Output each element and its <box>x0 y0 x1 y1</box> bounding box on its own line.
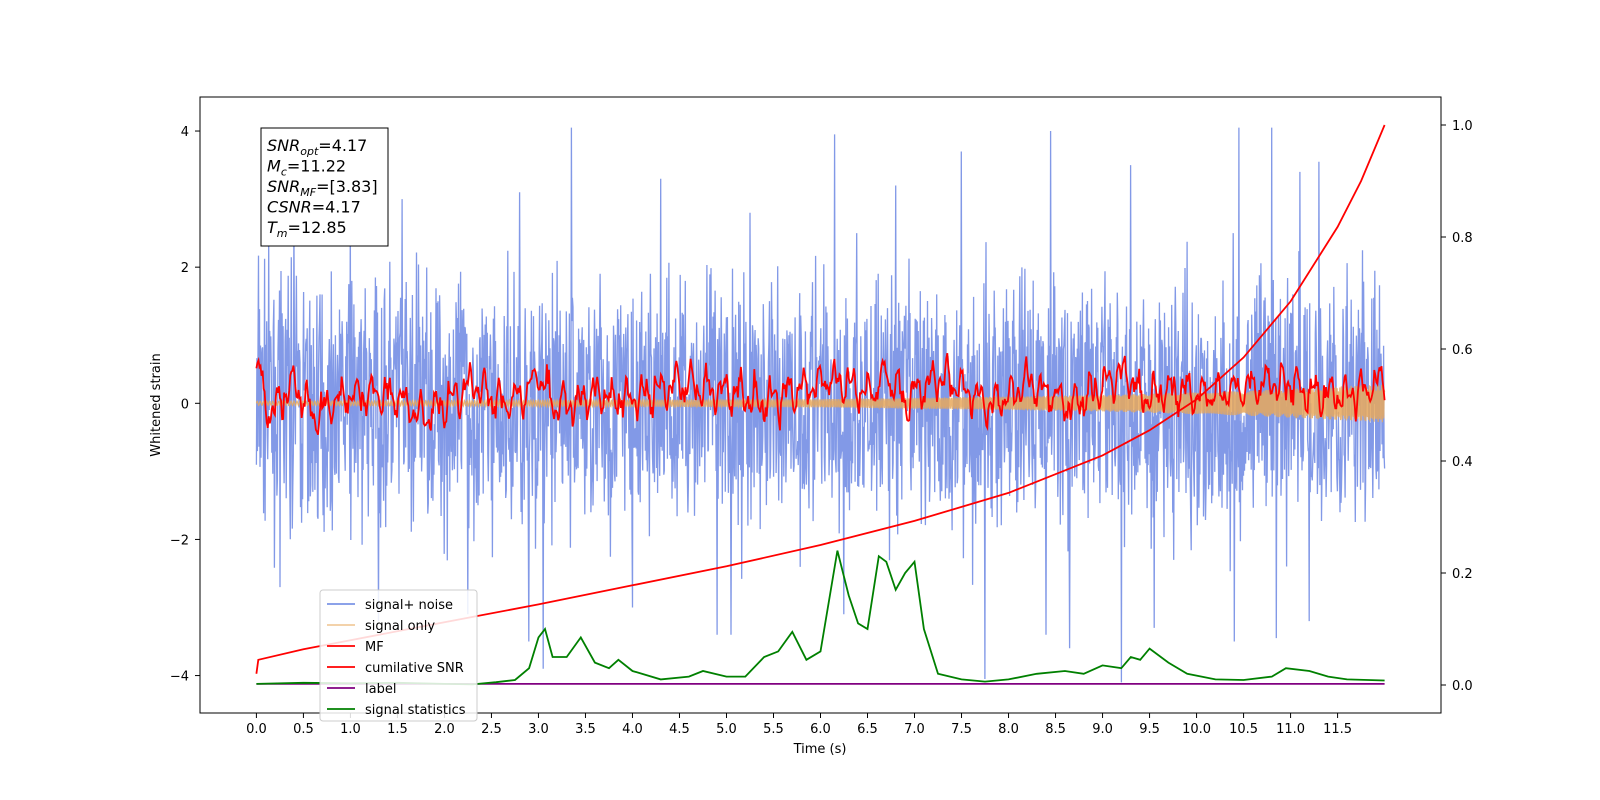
x-tick-label: 0.0 <box>246 722 267 737</box>
series-signal-statistics <box>256 550 1385 686</box>
x-tick-label: 2.0 <box>434 722 455 737</box>
x-tick-label: 3.0 <box>528 722 549 737</box>
x-tick-label: 1.0 <box>340 722 361 737</box>
annotation-line: CSNR=4.17 <box>267 198 361 217</box>
x-axis: 0.0 0.5 1.0 1.5 2.0 2.5 3.0 3.5 4.0 4.5 5.0 5.5 6.0 6… <box>246 713 1352 737</box>
y2-tick-label: 0.4 <box>1452 455 1473 470</box>
legend: signal+ noise signal only MF cumilative SNR… <box>319 589 478 722</box>
annotation-line: Mc=11.22 <box>267 157 346 179</box>
annotation-line: Tm=12.85 <box>267 218 347 240</box>
x-tick-label: 7.0 <box>904 722 925 737</box>
legend-entry-label: cumilative SNR <box>365 661 464 676</box>
x-tick-label: 10.0 <box>1182 722 1211 737</box>
x-tick-label: 8.0 <box>998 722 1019 737</box>
annotation-line: SNRopt=4.17 <box>267 136 367 158</box>
y-axis-left: −4 −2 0 2 4 <box>170 125 200 685</box>
x-tick-label: 5.5 <box>763 722 784 737</box>
annotation-line: SNRMF=[3.83] <box>267 177 378 199</box>
y-axis-label: Whitened strain <box>149 353 164 456</box>
x-tick-label: 1.5 <box>387 722 408 737</box>
y2-tick-label: 0.0 <box>1452 679 1473 694</box>
legend-entry-label: MF <box>365 640 384 655</box>
legend-entry-label: signal statistics <box>365 703 466 718</box>
stats-annotation-box: SNRopt=4.17Mc=11.22SNRMF=[3.83]CSNR=4.17… <box>260 127 389 247</box>
y2-tick-label: 0.6 <box>1452 343 1473 358</box>
x-tick-label: 9.0 <box>1092 722 1113 737</box>
x-tick-label: 4.0 <box>622 722 643 737</box>
x-tick-label: 5.0 <box>716 722 737 737</box>
legend-entry-label: signal only <box>365 619 435 634</box>
y2-tick-label: 1.0 <box>1452 119 1473 134</box>
x-tick-label: 6.5 <box>857 722 878 737</box>
x-axis-label: Time (s) <box>793 742 847 757</box>
x-tick-label: 11.5 <box>1323 722 1352 737</box>
series-signal-only <box>255 384 1386 423</box>
series-mf <box>255 353 1386 435</box>
y2-tick-label: 0.8 <box>1452 231 1473 246</box>
y-axis-right: 0.0 0.2 0.4 0.6 0.8 1.0 <box>1441 119 1473 694</box>
x-tick-label: 11.0 <box>1276 722 1305 737</box>
x-tick-label: 9.5 <box>1139 722 1160 737</box>
x-tick-label: 3.5 <box>575 722 596 737</box>
y-tick-label: −2 <box>170 533 189 548</box>
y-tick-label: 0 <box>181 397 189 412</box>
legend-entry-label: label <box>365 682 396 697</box>
x-tick-label: 0.5 <box>293 722 314 737</box>
y-tick-label: −4 <box>170 670 189 685</box>
x-tick-label: 7.5 <box>951 722 972 737</box>
y2-tick-label: 0.2 <box>1452 567 1473 582</box>
x-tick-label: 4.5 <box>669 722 690 737</box>
series-signal-plus-noise <box>255 127 1386 683</box>
y-tick-label: 4 <box>181 125 189 140</box>
x-tick-label: 10.5 <box>1229 722 1258 737</box>
y-tick-label: 2 <box>181 261 189 276</box>
legend-entry-label: signal+ noise <box>365 598 453 613</box>
x-tick-label: 8.5 <box>1045 722 1066 737</box>
x-tick-label: 6.0 <box>810 722 831 737</box>
x-tick-label: 2.5 <box>481 722 502 737</box>
